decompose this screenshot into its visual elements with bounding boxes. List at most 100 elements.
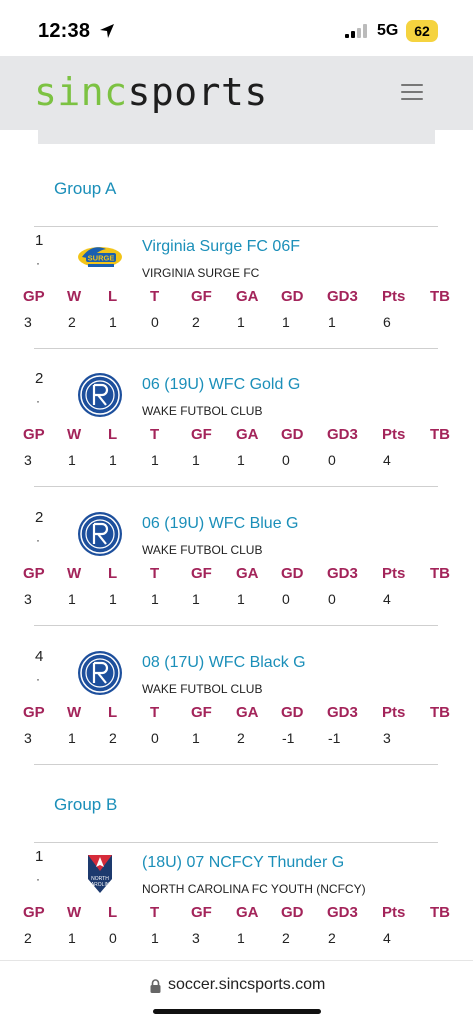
stat-pts: 4 bbox=[383, 591, 391, 607]
stat-ga: 1 bbox=[237, 930, 245, 946]
column-header-ga: GA bbox=[236, 288, 259, 305]
column-header-w: W bbox=[67, 904, 82, 921]
stat-l: 2 bbox=[109, 730, 117, 746]
stat-l: 1 bbox=[109, 314, 117, 330]
column-header-gf: GF bbox=[191, 704, 212, 721]
stat-pts: 3 bbox=[383, 730, 391, 746]
team-name-link[interactable]: (18U) 07 NCFCY Thunder G bbox=[142, 854, 345, 871]
column-header-gf: GF bbox=[191, 904, 212, 921]
stat-t: 1 bbox=[151, 591, 159, 607]
column-header-w: W bbox=[67, 704, 82, 721]
club-name: WAKE FUTBOL CLUB bbox=[142, 543, 263, 557]
column-header-l: L bbox=[108, 904, 118, 921]
column-header-gf: GF bbox=[191, 426, 212, 443]
column-header-pts: Pts bbox=[382, 288, 406, 305]
stat-w: 1 bbox=[68, 930, 76, 946]
team-rank: 1 bbox=[35, 848, 44, 865]
rank-dot: · bbox=[36, 672, 40, 686]
rank-dot: · bbox=[36, 394, 40, 408]
stat-gd: 0 bbox=[282, 452, 290, 468]
virginia-surge-logo-icon: SURGE bbox=[76, 233, 124, 281]
column-header-w: W bbox=[67, 565, 82, 582]
column-header-ga: GA bbox=[236, 565, 259, 582]
column-header-gf: GF bbox=[191, 288, 212, 305]
column-header-w: W bbox=[67, 426, 82, 443]
stat-gf: 3 bbox=[192, 930, 200, 946]
column-header-tb: TB bbox=[430, 288, 450, 305]
standings-row: 1 · SURGE Virginia Surge FC 06F VIRGINIA SUR… bbox=[0, 232, 473, 352]
column-header-pts: Pts bbox=[382, 565, 406, 582]
logo-text-sinc: sinc bbox=[34, 70, 128, 114]
club-name: WAKE FUTBOL CLUB bbox=[142, 404, 263, 418]
club-name: VIRGINIA SURGE FC bbox=[142, 266, 260, 280]
site-header: sincsports bbox=[0, 56, 473, 130]
team-name-link[interactable]: Virginia Surge FC 06F bbox=[142, 238, 300, 255]
team-rank: 1 bbox=[35, 232, 44, 249]
club-name: NORTH CAROLINA FC YOUTH (NCFCY) bbox=[142, 882, 366, 896]
divider bbox=[34, 764, 438, 765]
column-header-gf: GF bbox=[191, 565, 212, 582]
rank-dot: · bbox=[36, 533, 40, 547]
column-header-pts: Pts bbox=[382, 426, 406, 443]
hamburger-menu-icon[interactable] bbox=[401, 84, 423, 100]
stat-w: 1 bbox=[68, 730, 76, 746]
stat-t: 0 bbox=[151, 730, 159, 746]
stat-l: 1 bbox=[109, 452, 117, 468]
stat-w: 1 bbox=[68, 452, 76, 468]
stat-l: 0 bbox=[109, 930, 117, 946]
sincsports-logo[interactable]: sincsports bbox=[34, 70, 268, 114]
standings-row: 2 · 06 (19U) WFC Gold G WAKE FUTBOL CLUB GP 3… bbox=[0, 370, 473, 490]
column-header-ga: GA bbox=[236, 426, 259, 443]
logo-text-sports: sports bbox=[127, 70, 268, 114]
column-header-pts: Pts bbox=[382, 904, 406, 921]
location-arrow-icon bbox=[100, 24, 114, 38]
svg-text:SURGE: SURGE bbox=[88, 254, 115, 263]
stat-gd: 2 bbox=[282, 930, 290, 946]
ncfc-youth-logo-icon: NORTH CAROLINA bbox=[76, 849, 124, 897]
divider bbox=[34, 486, 438, 487]
standings-row: 2 · 06 (19U) WFC Blue G WAKE FUTBOL CLUB GP 3… bbox=[0, 509, 473, 629]
wake-futbol-club-logo-icon bbox=[76, 371, 124, 419]
status-bar: 12:38 5G 62 bbox=[0, 0, 473, 56]
team-name-link[interactable]: 06 (19U) WFC Blue G bbox=[142, 515, 299, 532]
stat-t: 0 bbox=[151, 314, 159, 330]
stat-t: 1 bbox=[151, 452, 159, 468]
stat-gf: 1 bbox=[192, 730, 200, 746]
column-header-gp: GP bbox=[23, 426, 45, 443]
cellular-signal-icon bbox=[345, 24, 367, 38]
column-header-gd3: GD3 bbox=[327, 704, 358, 721]
network-type: 5G bbox=[377, 22, 399, 39]
stat-gd3: 0 bbox=[328, 452, 336, 468]
stat-gd3: 0 bbox=[328, 591, 336, 607]
standings-row: 1 · NORTH CAROLINA (18U) 07 NCFCY Thunder G N… bbox=[0, 848, 473, 968]
wake-futbol-club-logo-icon bbox=[76, 510, 124, 558]
browser-url-bar[interactable]: soccer.sincsports.com bbox=[0, 960, 473, 1023]
divider bbox=[34, 842, 438, 843]
stat-ga: 1 bbox=[237, 314, 245, 330]
column-header-l: L bbox=[108, 565, 118, 582]
stat-gd: 1 bbox=[282, 314, 290, 330]
column-header-gd: GD bbox=[281, 704, 304, 721]
stat-gf: 1 bbox=[192, 591, 200, 607]
group-title-a: Group A bbox=[54, 179, 117, 198]
stat-ga: 1 bbox=[237, 452, 245, 468]
group-title-b: Group B bbox=[54, 795, 118, 814]
team-rank: 4 bbox=[35, 648, 44, 665]
wake-futbol-club-logo-icon bbox=[76, 649, 124, 697]
team-name-link[interactable]: 08 (17U) WFC Black G bbox=[142, 654, 306, 671]
column-header-gp: GP bbox=[23, 288, 45, 305]
team-rank: 2 bbox=[35, 509, 44, 526]
column-header-gp: GP bbox=[23, 565, 45, 582]
stat-l: 1 bbox=[109, 591, 117, 607]
lock-icon bbox=[150, 979, 161, 993]
stat-gp: 3 bbox=[24, 314, 32, 330]
column-header-w: W bbox=[67, 288, 82, 305]
stat-gp: 3 bbox=[24, 730, 32, 746]
column-header-tb: TB bbox=[430, 426, 450, 443]
column-header-ga: GA bbox=[236, 704, 259, 721]
column-header-gd3: GD3 bbox=[327, 565, 358, 582]
stat-gd3: 1 bbox=[328, 314, 336, 330]
divider bbox=[34, 625, 438, 626]
team-name-link[interactable]: 06 (19U) WFC Gold G bbox=[142, 376, 301, 393]
rank-dot: · bbox=[36, 872, 40, 886]
